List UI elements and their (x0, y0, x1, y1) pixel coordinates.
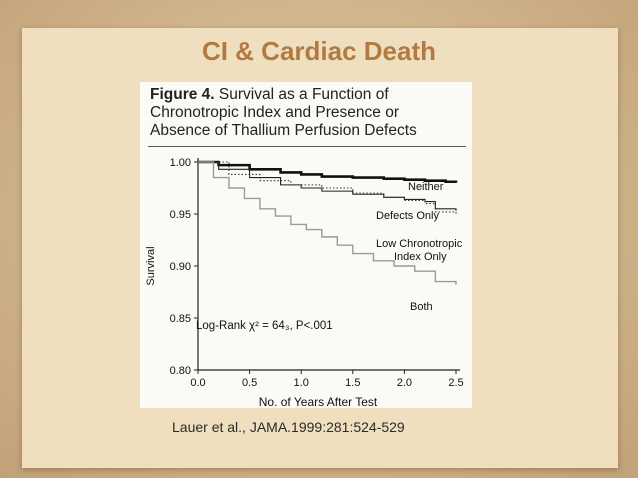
y-tick-label: 1.00 (170, 157, 191, 169)
citation: Lauer et al., JAMA.1999:281:524-529 (172, 419, 405, 435)
caption-divider (148, 146, 466, 147)
x-tick-label: 0.5 (242, 377, 257, 389)
figure-caption-label: Figure 4. (150, 86, 215, 103)
x-tick-label: 1.0 (294, 377, 309, 389)
figure-caption-line3: Absence of Thallium Perfusion Defects (150, 122, 417, 139)
x-tick-label: 1.5 (345, 377, 360, 389)
series-label-low-ci-line1: Low Chronotropic (376, 238, 463, 250)
series-line-low-chronotropic-index-only (198, 161, 457, 216)
series-label-defects-only: Defects Only (376, 210, 439, 222)
series-label-neither: Neither (408, 181, 444, 193)
x-axis-label: No. of Years After Test (259, 395, 378, 408)
y-tick-label: 0.95 (170, 209, 191, 221)
x-tick-label: 2.5 (448, 377, 463, 389)
figure-panel: Figure 4. Survival as a Function of Chro… (140, 82, 472, 408)
series-label-both: Both (410, 301, 433, 313)
series-line-both (198, 161, 457, 285)
survival-chart: 0.80 0.85 0.90 0.95 1.00 0.0 0.5 1.0 1.5 2.0 2.5 S… (145, 157, 464, 408)
x-tick-label: 2.0 (397, 377, 412, 389)
series-label-low-ci-line2: Index Only (394, 251, 447, 263)
y-tick-label: 0.80 (170, 365, 191, 377)
figure-caption-line2: Chronotropic Index and Presence or (150, 104, 400, 121)
y-axis-label: Survival (145, 246, 157, 285)
series-line-neither (198, 160, 458, 184)
slide-title: CI & Cardiac Death (201, 36, 437, 66)
log-rank-annotation: Log-Rank χ² = 64₃, P<.001 (196, 320, 333, 332)
y-tick-label: 0.85 (170, 313, 191, 325)
figure-caption-line1: Figure 4. Survival as a Function of (150, 86, 389, 104)
y-tick-label: 0.90 (170, 261, 191, 273)
figure-caption-line1-text: Survival as a Function of (214, 86, 389, 103)
x-tick-label: 0.0 (190, 377, 205, 389)
